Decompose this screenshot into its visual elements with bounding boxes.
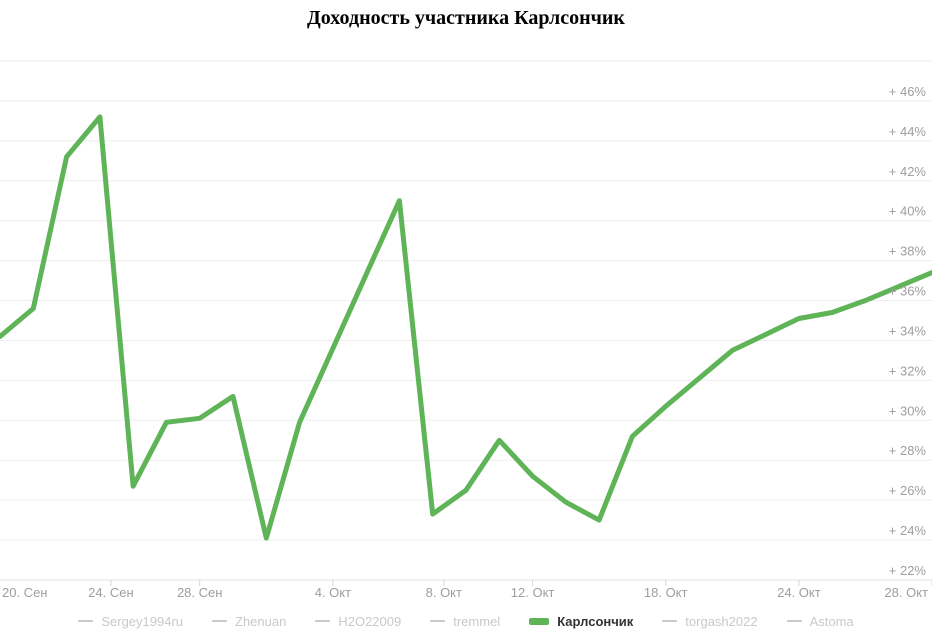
y-axis-label: + 28% [889,443,927,458]
y-axis-label: + 34% [889,324,927,339]
legend-dash-icon [786,620,802,622]
x-axis-label: 4. Окт [315,585,351,600]
legend-label: Sergey1994ru [101,613,184,629]
legend-dash-icon [315,620,331,622]
legend-label: Zhenuan [235,613,287,629]
y-axis-label: + 46% [889,84,927,99]
legend-label: tremmel [453,613,501,629]
legend-item-zhenuan[interactable]: Zhenuan [212,614,286,629]
legend-label: Карлсончик [557,613,634,629]
y-axis-label: + 24% [889,523,927,538]
y-axis-label: + 38% [889,244,927,259]
x-axis-label: 20. Сен [2,585,47,600]
y-axis-label: + 36% [889,284,927,299]
legend-label: H2O22009 [338,613,402,629]
legend-item-карлсончик[interactable]: Карлсончик [529,614,633,629]
legend-item-tremmel[interactable]: tremmel [430,614,500,629]
x-axis-label: 12. Окт [511,585,555,600]
x-axis-label: 24. Сен [88,585,133,600]
y-axis-label: + 22% [889,563,927,578]
x-axis-label: 24. Окт [777,585,821,600]
plot-area: + 46% + 44% + 42% + 40% + 38% + 36% + 34% + 32%… [0,60,932,600]
legend-item-h2o22009[interactable]: H2O22009 [315,614,401,629]
legend-active-swatch-icon [529,617,550,625]
y-axis-label: + 44% [889,124,927,139]
legend-item-sergey1994ru[interactable]: Sergey1994ru [78,614,183,629]
y-axis-label: + 30% [889,403,927,418]
legend: Sergey1994ru Zhenuan H2O22009 tremmel Карлсо… [0,608,932,634]
x-axis-label: 28. Сен [177,585,222,600]
y-axis-label: + 26% [889,483,927,498]
y-axis-label: + 32% [889,363,927,378]
legend-dash-icon [430,620,446,622]
y-axis-label: + 42% [889,164,927,179]
x-axis-label: 18. Окт [644,585,688,600]
x-axis-label: 28. Окт [884,585,928,600]
legend-label: torgash2022 [685,613,758,629]
legend-dash-icon [78,620,94,622]
y-axis-label: + 40% [889,204,927,219]
x-axis-label: 8. Окт [426,585,462,600]
legend-dash-icon [212,620,228,622]
series-line-karlsonchik[interactable] [0,114,932,541]
legend-dash-icon [662,620,678,622]
chart-title: Доходность участника Карлсончик [307,7,625,29]
legend-label: Astoma [809,613,854,629]
legend-item-torgash2022[interactable]: torgash2022 [662,613,758,629]
legend-item-astoma[interactable]: Astoma [786,613,854,629]
